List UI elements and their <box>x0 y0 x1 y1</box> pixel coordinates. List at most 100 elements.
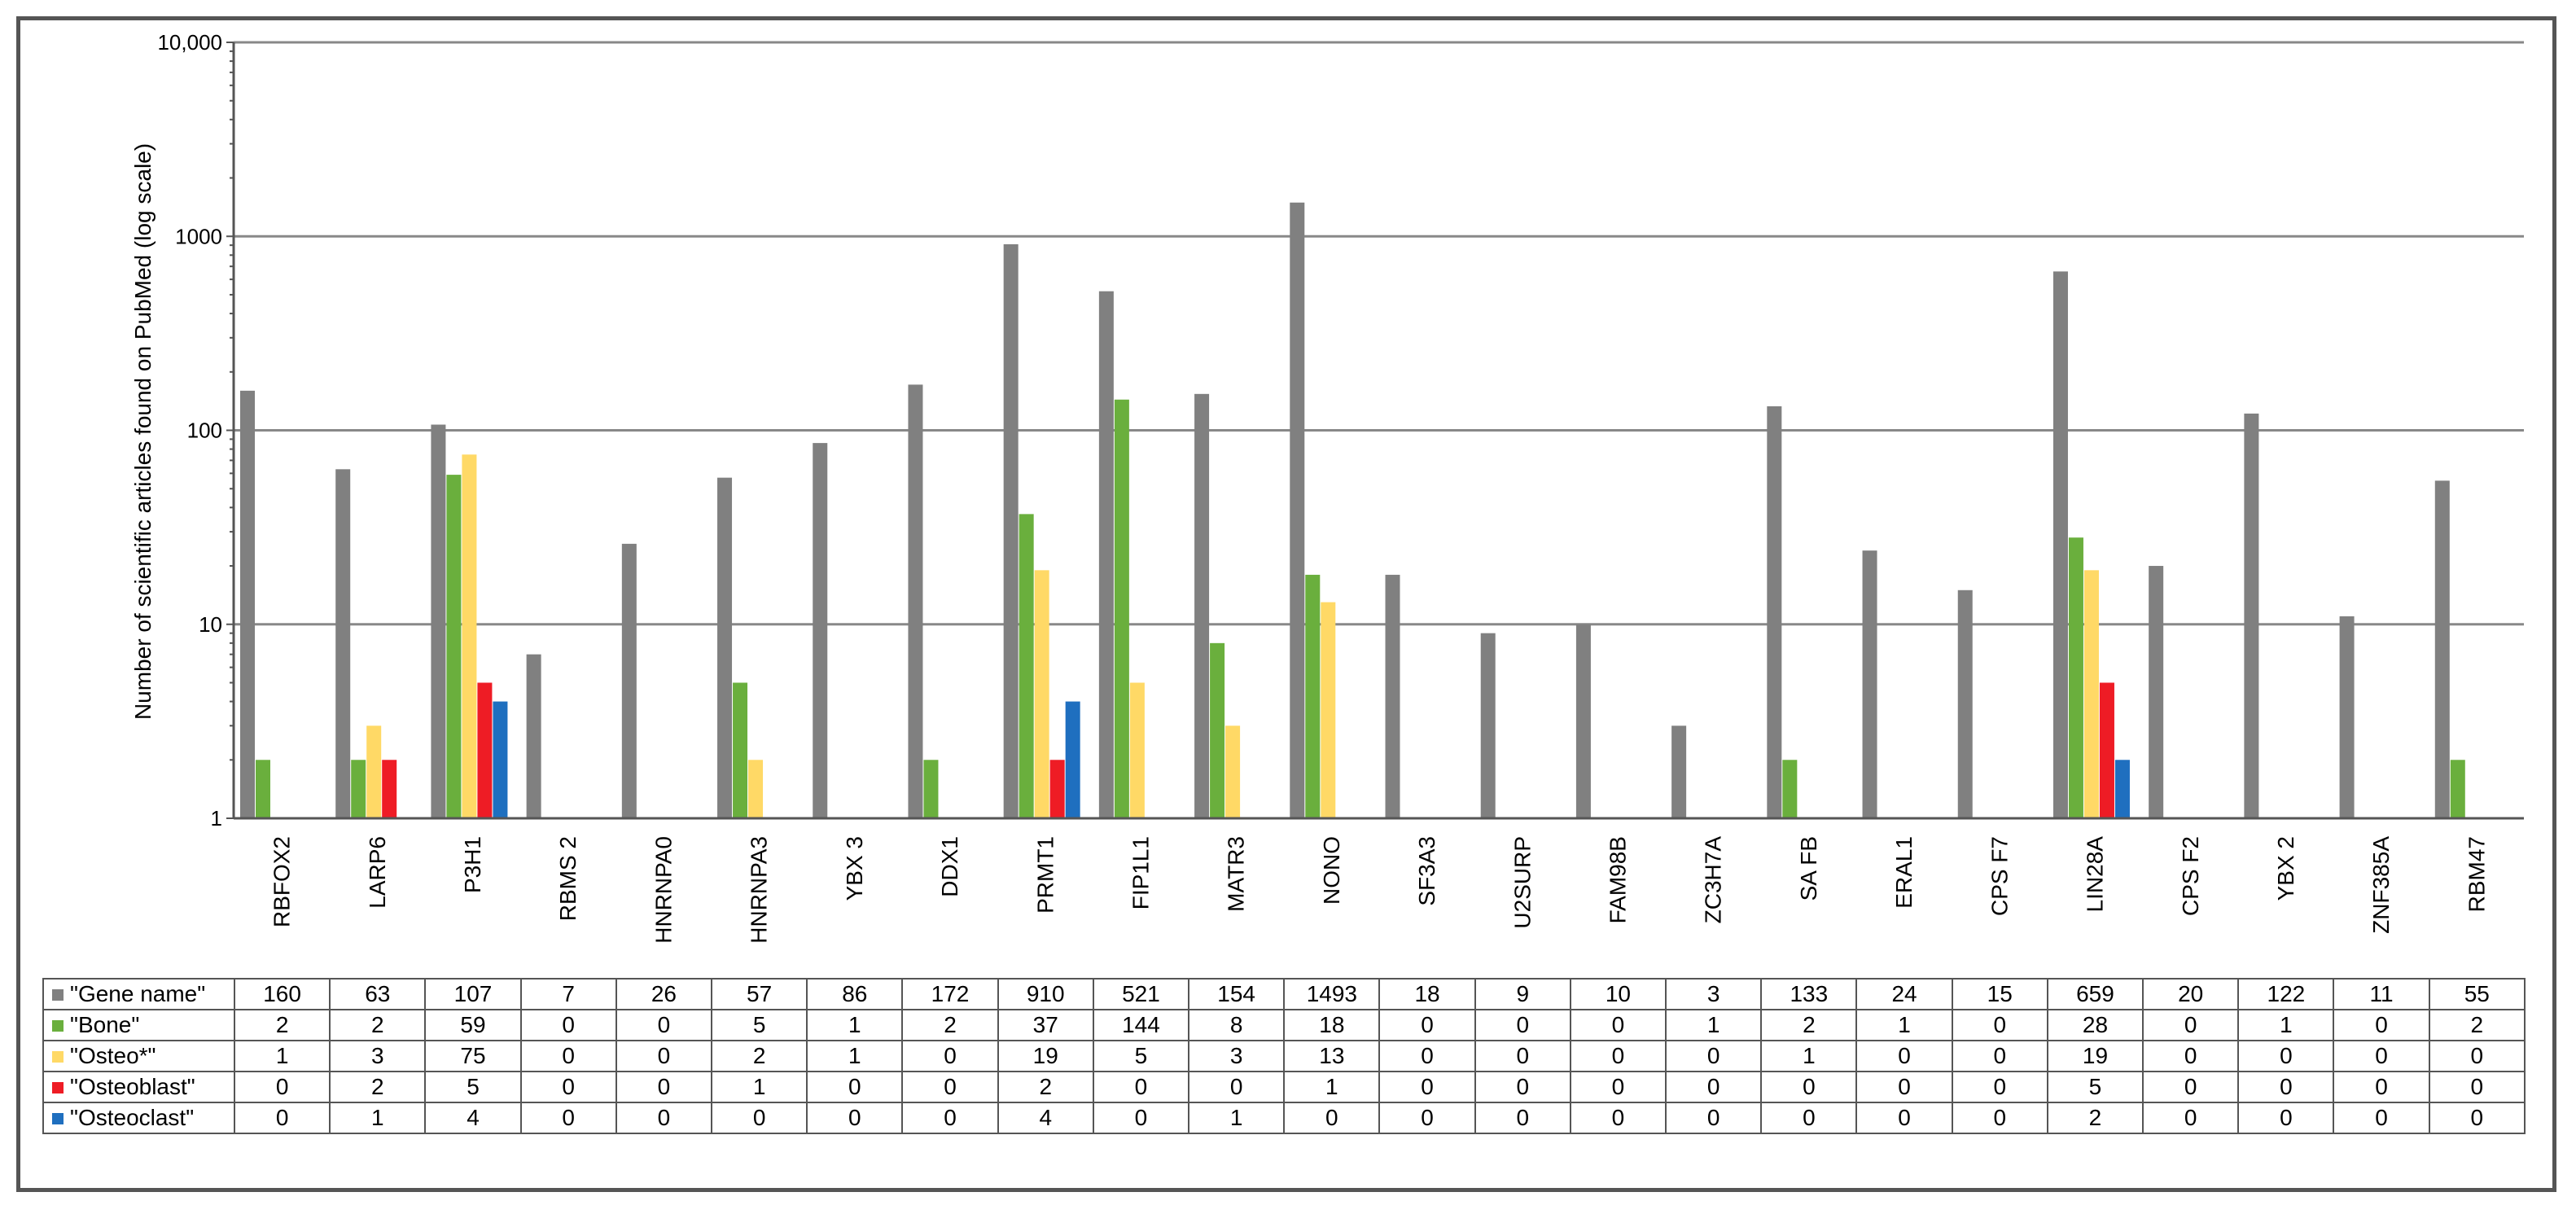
table-cell: 2 <box>2428 1009 2526 1041</box>
x-tick-label: PRMT1 <box>1032 836 1058 914</box>
table-cell: 0 <box>1378 1071 1476 1103</box>
bar-hnrnpa3-s0 <box>717 477 733 818</box>
bar-rbms2-s0 <box>526 654 541 818</box>
bar-lin28a-s4 <box>2114 760 2130 818</box>
series-name: "Osteoclast" <box>70 1105 195 1130</box>
table-cell: 0 <box>1092 1102 1190 1134</box>
bar-fip1l1-s2 <box>1129 682 1145 818</box>
bar-eral1-s0 <box>1862 550 1877 818</box>
series-name: "Osteoblast" <box>70 1074 195 1099</box>
table-cell: 0 <box>1188 1071 1286 1103</box>
table-cell: 0 <box>2237 1071 2335 1103</box>
table-cell: 0 <box>1855 1071 1953 1103</box>
bar-ddx1-s0 <box>908 384 923 818</box>
table-cell: 59 <box>424 1009 522 1041</box>
table-cell: 1 <box>233 1040 331 1072</box>
x-tick-label: RBFOX2 <box>269 836 295 927</box>
y-tick-label: 1 <box>211 806 222 831</box>
table-cell: 0 <box>1665 1071 1763 1103</box>
figure-frame <box>16 16 2556 1192</box>
bar-prmt1-s1 <box>1019 514 1034 818</box>
x-tick-label: ZC3H7A <box>1701 836 1726 924</box>
table-cell: 160 <box>233 978 331 1010</box>
table-cell: 0 <box>2333 1071 2430 1103</box>
bar-matr3-s2 <box>1225 725 1241 818</box>
bar-p3h1-s1 <box>446 475 462 818</box>
bar-prmt1-s0 <box>1003 244 1019 818</box>
bar-p3h1-s4 <box>493 701 508 818</box>
table-cell: 2 <box>2046 1102 2144 1134</box>
x-tick-label: CPS F2 <box>2178 836 2203 916</box>
table-cell: 0 <box>1378 1040 1476 1072</box>
series-label: "Osteo*" <box>42 1040 235 1072</box>
x-tick-label: NONO <box>1319 836 1344 905</box>
x-tick-label: MATR3 <box>1224 836 1249 912</box>
table-cell: 0 <box>2142 1009 2240 1041</box>
table-cell: 10 <box>1569 978 1667 1010</box>
x-tick-label: FAM98B <box>1606 836 1631 923</box>
table-cell: 1 <box>2237 1009 2335 1041</box>
y-tick-label: 10,000 <box>157 30 222 55</box>
bar-ddx1-s1 <box>923 760 939 818</box>
bar-safb-s1 <box>1782 760 1798 818</box>
table-cell: 659 <box>2046 978 2144 1010</box>
x-tick-label: DDX1 <box>937 836 962 897</box>
bar-larp6-s2 <box>366 725 382 818</box>
bar-hnrnpa3-s1 <box>733 682 748 818</box>
bar-cpsf2-s0 <box>2149 566 2164 818</box>
x-tick-label: SA FB <box>1796 836 1821 901</box>
legend-swatch <box>52 1082 64 1093</box>
table-cell: 0 <box>1951 1040 2048 1072</box>
table-cell: 144 <box>1092 1009 1190 1041</box>
bar-matr3-s1 <box>1210 642 1225 818</box>
table-row: "Osteoclast" 0 1 4 0 0 0 0 0 4 0 1 0 0 0 0 0 0 0 0 2 0 0 0 0 <box>42 1102 2526 1134</box>
table-cell: 107 <box>424 978 522 1010</box>
table-cell: 0 <box>1569 1071 1667 1103</box>
table-cell: 0 <box>901 1102 999 1134</box>
bar-rbm47-s1 <box>2450 760 2465 818</box>
bar-lin28a-s2 <box>2083 570 2099 818</box>
x-tick-label: YBX 2 <box>2273 836 2298 901</box>
y-tick-label: 1000 <box>175 224 222 248</box>
bar-zc3h7a-s0 <box>1671 725 1687 818</box>
bar-fip1l1-s0 <box>1098 291 1114 819</box>
table-cell: 0 <box>519 1009 617 1041</box>
table-cell: 28 <box>2046 1009 2144 1041</box>
bar-ybx3-s0 <box>813 443 828 818</box>
table-cell: 1 <box>1665 1009 1763 1041</box>
table-cell: 0 <box>1474 1009 1571 1041</box>
series-label: "Osteoclast" <box>42 1102 235 1134</box>
series-name: "Bone" <box>70 1012 140 1037</box>
table-cell: 0 <box>615 1040 713 1072</box>
table-cell: 0 <box>2333 1102 2430 1134</box>
table-cell: 57 <box>711 978 808 1010</box>
table-cell: 0 <box>1092 1071 1190 1103</box>
bar-matr3-s0 <box>1194 393 1210 818</box>
table-cell: 172 <box>901 978 999 1010</box>
table-cell: 0 <box>901 1040 999 1072</box>
table-cell: 5 <box>2046 1071 2144 1103</box>
bar-prmt1-s4 <box>1065 701 1080 818</box>
table-cell: 0 <box>1951 1071 2048 1103</box>
table-cell: 13 <box>1283 1040 1381 1072</box>
bar-p3h1-s3 <box>477 682 493 818</box>
table-cell: 19 <box>997 1040 1094 1072</box>
table-cell: 18 <box>1378 978 1476 1010</box>
legend-swatch <box>52 1051 64 1063</box>
table-cell: 2 <box>997 1071 1094 1103</box>
series-label: "Gene name" <box>42 978 235 1010</box>
x-tick-label: YBX 3 <box>842 836 867 901</box>
table-cell: 0 <box>1951 1102 2048 1134</box>
bar-znf385a-s0 <box>2339 616 2355 818</box>
bar-fip1l1-s1 <box>1114 399 1129 818</box>
table-cell: 1 <box>1855 1009 1953 1041</box>
table-cell: 0 <box>711 1102 808 1134</box>
table-cell: 4 <box>424 1102 522 1134</box>
table-cell: 0 <box>1569 1040 1667 1072</box>
table-cell: 1 <box>806 1009 904 1041</box>
table-cell: 2 <box>711 1040 808 1072</box>
table-cell: 521 <box>1092 978 1190 1010</box>
bar-u2surp-s0 <box>1480 633 1496 818</box>
x-tick-label: RBM47 <box>2464 836 2489 912</box>
bar-ybx2-s0 <box>2244 413 2259 818</box>
